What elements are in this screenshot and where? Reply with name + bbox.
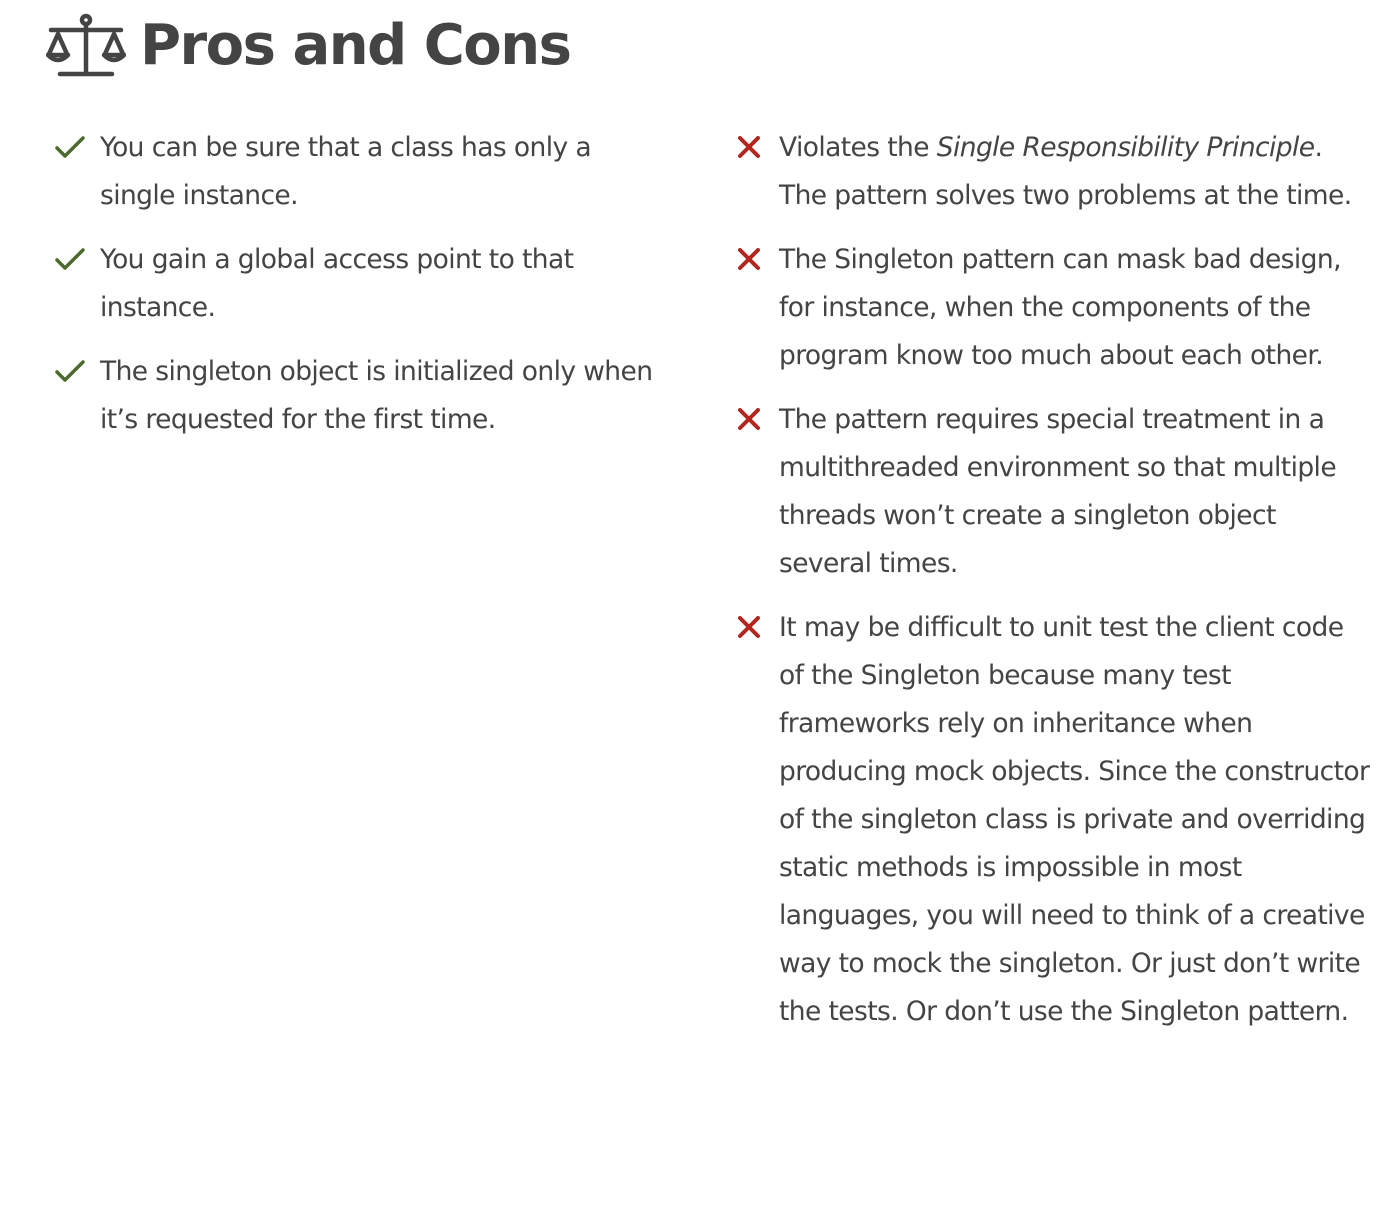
- con-item: It may be difficult to unit test the cli…: [733, 604, 1373, 1036]
- con-text: The pattern requires special treatment i…: [779, 404, 1337, 579]
- pros-list: You can be sure that a class has only a …: [54, 124, 654, 460]
- con-text-before: Violates the: [779, 132, 937, 163]
- scales-icon: [46, 13, 126, 77]
- cross-icon: [738, 616, 760, 638]
- con-text: The Singleton pattern can mask bad desig…: [779, 244, 1341, 371]
- con-item: The Singleton pattern can mask bad desig…: [733, 236, 1373, 380]
- cons-list: Violates the Single Responsibility Princ…: [733, 124, 1373, 1052]
- section-title: Pros and Cons: [140, 13, 572, 78]
- con-text-after: . The pattern solves two problems at the…: [779, 132, 1352, 211]
- con-item: The pattern requires special treatment i…: [733, 396, 1373, 588]
- cross-icon: [738, 408, 760, 430]
- pro-item: You gain a global access point to that i…: [54, 236, 654, 332]
- pro-item: The singleton object is initialized only…: [54, 348, 654, 444]
- con-item: Violates the Single Responsibility Princ…: [733, 124, 1373, 220]
- con-text-emphasis: Single Responsibility Principle: [936, 132, 1315, 163]
- check-icon: [55, 248, 85, 270]
- pro-text: You gain a global access point to that i…: [100, 244, 574, 323]
- check-icon: [55, 136, 85, 158]
- pro-text: The singleton object is initialized only…: [100, 356, 653, 435]
- cross-icon: [738, 248, 760, 270]
- section-header: Pros and Cons: [46, 8, 572, 84]
- con-text: It may be difficult to unit test the cli…: [779, 612, 1370, 1027]
- con-text: Violates the Single Responsibility Princ…: [779, 132, 1352, 211]
- pro-text: You can be sure that a class has only a …: [100, 132, 592, 211]
- check-icon: [55, 360, 85, 382]
- cross-icon: [738, 136, 760, 158]
- pro-item: You can be sure that a class has only a …: [54, 124, 654, 220]
